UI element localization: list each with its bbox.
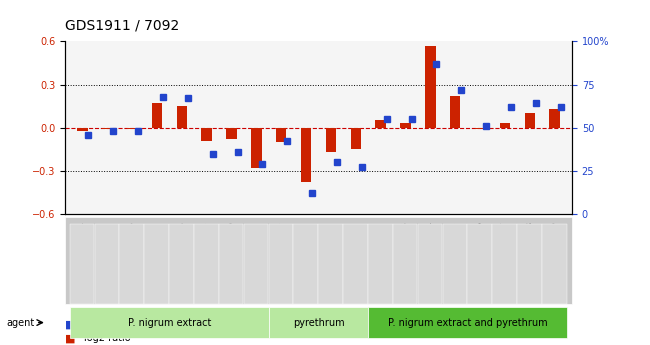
Bar [425, 46, 436, 128]
Bar [251, 128, 261, 168]
Text: P. nigrum extract and pyrethrum: P. nigrum extract and pyrethrum [388, 318, 547, 327]
Text: pyrethrum: pyrethrum [292, 318, 344, 327]
Bar [301, 128, 311, 182]
Bar [202, 128, 212, 141]
Text: ■: ■ [65, 319, 75, 329]
Bar [400, 123, 411, 128]
Bar [77, 128, 88, 130]
Bar [151, 103, 162, 128]
Bar [500, 123, 510, 128]
Bar [127, 128, 137, 129]
Text: GDS1911 / 7092: GDS1911 / 7092 [65, 19, 179, 33]
Bar [102, 128, 112, 129]
Bar [177, 106, 187, 128]
Text: agent: agent [6, 318, 34, 327]
Text: percentile rank within the sample: percentile rank within the sample [84, 319, 250, 329]
Bar [276, 128, 287, 142]
Bar [326, 128, 336, 152]
Bar [376, 120, 386, 128]
Bar [226, 128, 237, 139]
Bar [549, 109, 560, 128]
Bar [474, 128, 486, 129]
Text: ■: ■ [65, 333, 75, 343]
Text: P. nigrum extract: P. nigrum extract [127, 318, 211, 327]
Bar [450, 96, 460, 128]
Text: log2 ratio: log2 ratio [84, 333, 131, 343]
Bar [350, 128, 361, 149]
Bar [525, 113, 535, 128]
